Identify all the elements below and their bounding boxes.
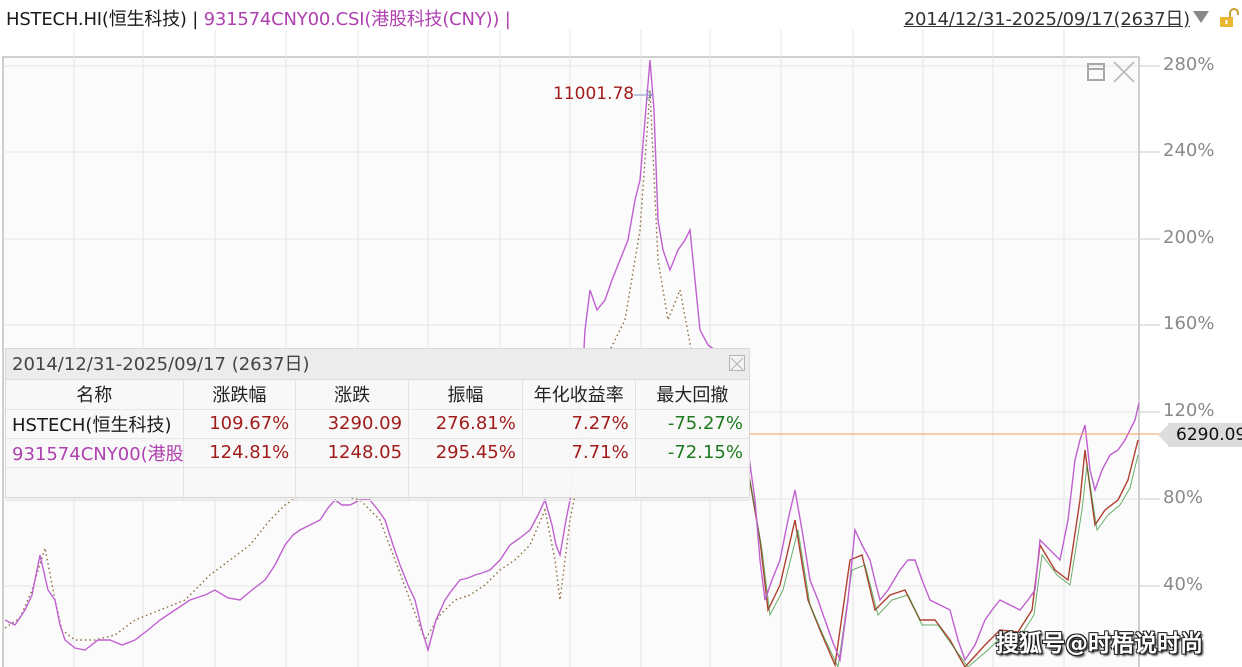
- legend-separator: |: [186, 9, 204, 30]
- col-header-change-pct[interactable]: 涨跌幅: [183, 380, 297, 410]
- series-hstech-line: [4, 89, 706, 642]
- row-annualized: 7.71%: [522, 438, 636, 468]
- stats-table: 名称 涨跌幅 涨跌 振幅 年化收益率 最大回撤 HSTECH(恒生科技) 109…: [6, 380, 749, 501]
- row-change: 1248.05: [295, 438, 410, 468]
- y-tick-label: 200%: [1163, 227, 1215, 248]
- series-legend: HSTECH.HI(恒生科技) | 931574CNY00.CSI(港股科技(C…: [6, 5, 511, 31]
- row-change: 3290.09: [295, 409, 410, 439]
- y-tick-label: 160%: [1163, 313, 1215, 334]
- row-annualized: 7.27%: [522, 409, 636, 439]
- row-name: HSTECH(恒生科技): [6, 409, 184, 439]
- restore-window-icon[interactable]: [1087, 63, 1105, 81]
- row-amplitude: 295.45%: [408, 438, 523, 468]
- col-header-amplitude[interactable]: 振幅: [408, 380, 523, 410]
- stats-panel-title: 2014/12/31-2025/09/17 (2637日): [6, 349, 749, 380]
- stats-header-row: 名称 涨跌幅 涨跌 振幅 年化收益率 最大回撤: [6, 380, 749, 410]
- caret-down-icon[interactable]: [1193, 11, 1209, 23]
- legend-series1[interactable]: HSTECH.HI(恒生科技): [6, 9, 187, 30]
- date-range-selector[interactable]: 2014/12/31-2025/09/17(2637日): [903, 9, 1190, 30]
- y-tick-label: 280%: [1163, 54, 1215, 75]
- col-header-name[interactable]: 名称: [6, 380, 184, 410]
- table-row[interactable]: 931574CNY00(港股 124.81% 1248.05 295.45% 7…: [6, 438, 749, 468]
- row-name: 931574CNY00(港股: [6, 438, 184, 468]
- row-max-drawdown: -75.27%: [635, 409, 749, 439]
- close-chart-icon[interactable]: [1112, 60, 1136, 84]
- lock-open-icon[interactable]: [1219, 8, 1239, 28]
- legend-trailing-separator: |: [499, 9, 511, 30]
- col-header-annualized[interactable]: 年化收益率: [522, 380, 636, 410]
- row-change-pct: 124.81%: [183, 438, 297, 468]
- col-header-max-drawdown[interactable]: 最大回撤: [635, 380, 749, 410]
- legend-series2[interactable]: 931574CNY00.CSI(港股科技(CNY)): [203, 9, 500, 30]
- y-tick-label: 80%: [1163, 487, 1204, 508]
- col-header-change[interactable]: 涨跌: [295, 380, 410, 410]
- series-hstech-line-right: [747, 439, 1139, 667]
- row-change-pct: 109.67%: [183, 409, 297, 439]
- y-tick-label: 120%: [1163, 400, 1215, 421]
- row-max-drawdown: -72.15%: [635, 438, 749, 468]
- peak-value-label: 11001.78: [553, 84, 635, 104]
- y-tick-label: 40%: [1163, 574, 1204, 595]
- interval-stats-panel: 2014/12/31-2025/09/17 (2637日) 名称 涨跌幅 涨跌 …: [5, 348, 750, 501]
- table-row[interactable]: HSTECH(恒生科技) 109.67% 3290.09 276.81% 7.2…: [6, 409, 749, 439]
- current-value-tag: 6290.09: [1157, 423, 1242, 447]
- chart-header: HSTECH.HI(恒生科技) | 931574CNY00.CSI(港股科技(C…: [0, 0, 1242, 34]
- y-tick-label: 240%: [1163, 140, 1215, 161]
- close-stats-panel-icon[interactable]: [729, 355, 745, 371]
- watermark: 搜狐号@时梧说时尚: [996, 631, 1203, 657]
- row-amplitude: 276.81%: [408, 409, 523, 439]
- series-931574-line: [4, 59, 716, 653]
- empty-row: [6, 467, 749, 501]
